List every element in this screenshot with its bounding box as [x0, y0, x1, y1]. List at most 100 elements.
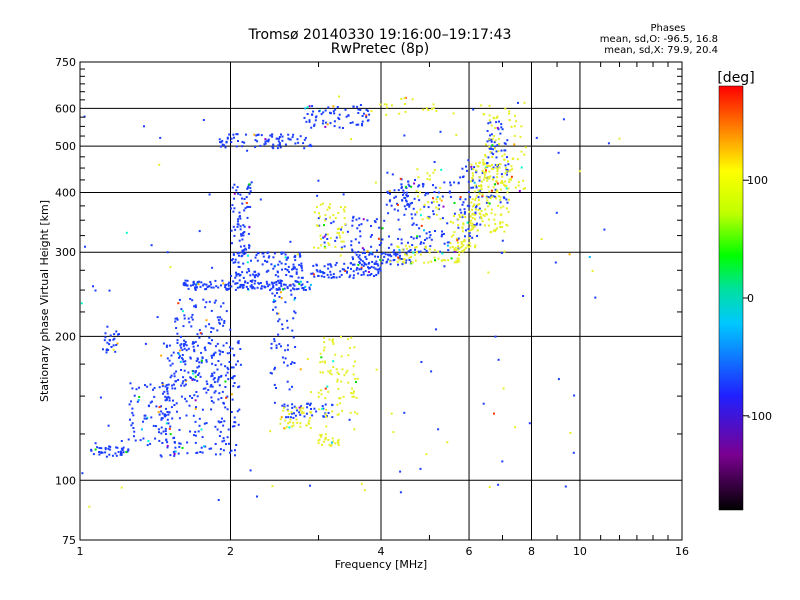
data-point: [278, 295, 281, 298]
data-point: [435, 206, 438, 209]
data-point: [385, 203, 388, 206]
data-point: [370, 245, 373, 248]
data-point: [396, 260, 399, 263]
data-point: [239, 215, 241, 218]
data-point: [115, 344, 118, 346]
data-point: [364, 270, 367, 273]
data-point: [417, 176, 420, 179]
data-point: [511, 158, 514, 160]
data-point: [401, 263, 404, 266]
data-point: [163, 390, 166, 393]
data-point: [319, 269, 322, 272]
data-point: [114, 452, 117, 455]
data-point: [283, 403, 286, 406]
data-point: [232, 375, 235, 378]
data-point: [359, 104, 362, 106]
data-point: [433, 248, 436, 251]
data-point: [230, 285, 233, 288]
data-point: [471, 178, 474, 181]
data-point: [390, 255, 393, 258]
data-point: [219, 145, 222, 148]
data-point: [310, 391, 312, 394]
data-point: [437, 257, 440, 260]
data-point: [286, 285, 289, 288]
data-point: [199, 332, 202, 335]
data-point: [219, 141, 221, 144]
data-point: [183, 369, 186, 372]
data-point: [324, 361, 326, 364]
data-point: [449, 181, 452, 184]
data-point: [496, 168, 499, 171]
data-point: [223, 439, 226, 442]
data-point: [307, 422, 310, 425]
data-point: [523, 101, 526, 104]
data-point: [528, 422, 531, 425]
data-point: [292, 317, 295, 320]
data-point: [569, 432, 572, 434]
data-point: [432, 197, 434, 200]
data-point: [391, 104, 393, 107]
data-point: [491, 178, 494, 181]
data-point: [352, 263, 354, 266]
data-point: [411, 217, 414, 220]
data-point: [324, 397, 327, 400]
data-point: [319, 371, 322, 374]
data-point: [352, 274, 355, 277]
data-point: [168, 344, 171, 347]
data-point: [221, 143, 224, 146]
data-point: [193, 305, 196, 308]
data-point: [340, 247, 343, 250]
data-point: [234, 261, 237, 264]
data-point: [479, 223, 482, 226]
data-point: [170, 374, 173, 377]
data-point: [380, 242, 383, 245]
data-point: [376, 263, 379, 266]
data-point: [236, 282, 239, 285]
data-point: [325, 425, 328, 428]
data-point: [367, 267, 370, 270]
data-point: [196, 344, 199, 347]
data-point: [220, 363, 223, 366]
data-point: [158, 386, 161, 389]
data-point: [564, 485, 567, 488]
data-point: [388, 235, 390, 238]
data-point: [351, 224, 354, 227]
data-point: [398, 251, 401, 254]
data-point: [241, 254, 244, 257]
data-point: [471, 172, 474, 175]
data-point: [210, 396, 213, 399]
data-point: [396, 202, 398, 205]
data-point: [351, 387, 354, 390]
data-point: [205, 283, 208, 286]
data-point: [474, 197, 477, 200]
data-point: [162, 430, 165, 433]
data-point: [198, 372, 201, 375]
data-point: [508, 119, 511, 122]
data-point: [200, 351, 203, 354]
data-point: [292, 133, 295, 136]
data-point: [211, 374, 214, 377]
data-point: [179, 344, 182, 347]
data-point: [427, 217, 430, 220]
data-point: [488, 177, 491, 180]
data-point: [294, 142, 297, 145]
data-point: [471, 217, 474, 219]
data-point: [346, 270, 348, 273]
data-point: [287, 422, 290, 425]
data-point: [494, 183, 496, 186]
data-point: [225, 443, 227, 446]
data-point: [98, 447, 101, 449]
data-point: [359, 230, 362, 233]
data-point: [413, 197, 416, 200]
data-point: [453, 212, 456, 215]
data-point: [116, 342, 119, 345]
data-point: [313, 407, 316, 410]
data-point: [194, 399, 197, 402]
data-point: [183, 284, 186, 287]
data-point: [485, 169, 487, 172]
data-point: [522, 295, 525, 297]
data-point: [200, 359, 203, 362]
data-point: [361, 260, 364, 263]
data-point: [227, 368, 230, 371]
